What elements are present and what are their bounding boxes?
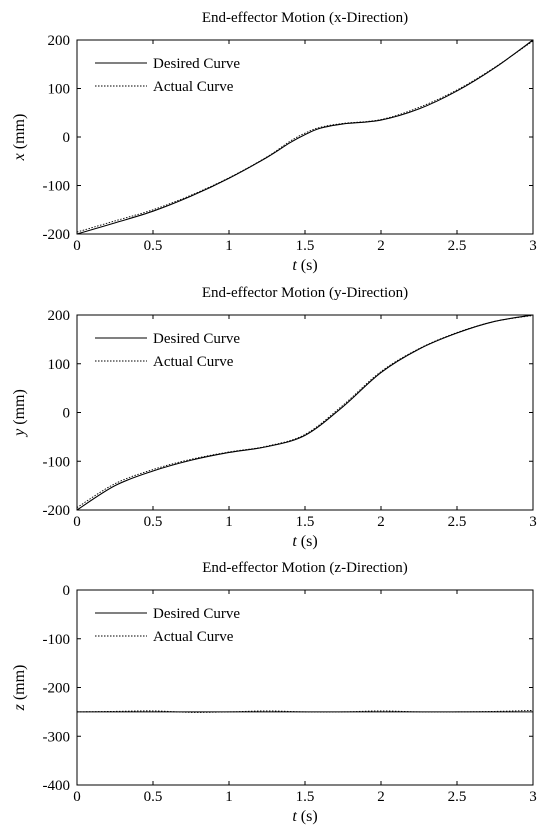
y-axis-label: z (mm) xyxy=(11,665,28,712)
chart-panel-1: End-effector Motion (x-Direction) 0 0.5 1 1.… xyxy=(11,10,537,274)
series-line-desired xyxy=(76,39,534,235)
x-tick-label: 0.5 xyxy=(144,789,163,805)
series-line-actual xyxy=(76,709,534,713)
x-tick-label: 3 xyxy=(529,789,537,805)
y-axis-label: x (mm) xyxy=(11,114,28,162)
y-tick-label: 0 xyxy=(63,130,71,146)
legend-label: Actual Curve xyxy=(153,629,234,645)
y-axis-label-unit: (mm) xyxy=(11,114,28,154)
x-axis-label: t (s) xyxy=(292,808,317,825)
series-line-actual xyxy=(76,40,534,233)
y-axis-label-var: y xyxy=(11,428,28,438)
y-tick-label: -200 xyxy=(43,227,71,243)
y-tick-label: -300 xyxy=(43,729,71,745)
y-axis-label-var: z xyxy=(11,703,28,711)
y-tick-label: -100 xyxy=(43,179,71,195)
legend-label: Actual Curve xyxy=(153,79,234,95)
x-axis-label-unit: (s) xyxy=(297,808,318,825)
x-tick-label: 2 xyxy=(377,789,385,805)
axes-box xyxy=(76,589,534,786)
chart-panel-2: End-effector Motion (y-Direction) 0 0.5 1 1.… xyxy=(11,285,537,550)
y-axis-label-unit: (mm) xyxy=(11,389,28,429)
chart-title: End-effector Motion (x-Direction) xyxy=(202,10,408,26)
x-axis-label: t (s) xyxy=(292,257,317,274)
y-tick-label: 100 xyxy=(48,357,71,373)
x-tick-label: 1.5 xyxy=(296,238,315,254)
x-tick-label: 0.5 xyxy=(144,238,163,254)
y-tick-label: 200 xyxy=(48,33,71,49)
chart-panel-3: End-effector Motion (z-Direction) 0 0.5 1 1.… xyxy=(11,560,537,825)
legend-label: Desired Curve xyxy=(153,56,240,72)
x-axis-label: t (s) xyxy=(292,533,317,550)
y-axis-label: y (mm) xyxy=(11,389,28,438)
x-axis-label-var: t xyxy=(292,808,297,825)
x-tick-label: 0 xyxy=(73,238,81,254)
y-tick-label: -100 xyxy=(43,632,71,648)
chart-title: End-effector Motion (z-Direction) xyxy=(202,560,407,576)
y-axis-label-var: x xyxy=(11,153,28,161)
y-tick-label: 0 xyxy=(63,583,71,599)
axes-box xyxy=(76,314,534,511)
y-tick-label: -400 xyxy=(43,778,71,794)
x-axis-label-unit: (s) xyxy=(297,533,318,550)
x-tick-label: 2 xyxy=(377,514,385,530)
chart-title: End-effector Motion (y-Direction) xyxy=(202,285,408,301)
x-tick-label: 3 xyxy=(529,238,537,254)
x-tick-label: 2 xyxy=(377,238,385,254)
y-tick-label: -100 xyxy=(43,454,71,470)
y-axis-label-unit: (mm) xyxy=(11,665,28,705)
y-tick-label: 0 xyxy=(63,406,71,422)
x-tick-label: 2.5 xyxy=(448,514,467,530)
series-line-desired xyxy=(76,314,534,511)
series-line-actual xyxy=(76,315,534,508)
x-tick-label: 0.5 xyxy=(144,514,163,530)
y-tick-label: 200 xyxy=(48,308,71,324)
y-tick-label: 100 xyxy=(48,82,71,98)
x-tick-label: 1 xyxy=(225,789,233,805)
x-tick-label: 1.5 xyxy=(296,514,315,530)
legend-label: Desired Curve xyxy=(153,606,240,622)
x-tick-label: 1 xyxy=(225,514,233,530)
axes-box xyxy=(76,39,534,235)
x-tick-label: 1.5 xyxy=(296,789,315,805)
x-axis-label-unit: (s) xyxy=(297,257,318,274)
y-tick-label: -200 xyxy=(43,503,71,519)
x-tick-label: 1 xyxy=(225,238,233,254)
x-tick-label: 3 xyxy=(529,514,537,530)
x-tick-label: 2.5 xyxy=(448,238,467,254)
legend-label: Actual Curve xyxy=(153,354,234,370)
x-tick-label: 0 xyxy=(73,514,81,530)
x-tick-label: 0 xyxy=(73,789,81,805)
x-axis-label-var: t xyxy=(292,533,297,550)
x-tick-label: 2.5 xyxy=(448,789,467,805)
y-tick-label: -200 xyxy=(43,681,71,697)
x-axis-label-var: t xyxy=(292,257,297,274)
legend-label: Desired Curve xyxy=(153,331,240,347)
